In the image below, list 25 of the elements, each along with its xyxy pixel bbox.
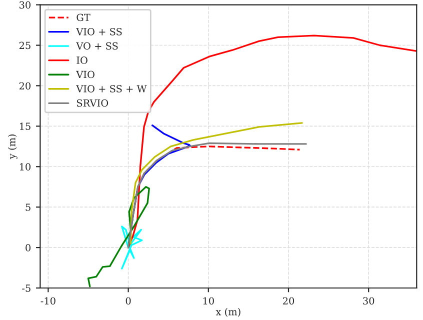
legend-label: VIO + SS bbox=[76, 28, 122, 36]
x-axis-title: x (m) bbox=[216, 308, 240, 317]
legend-label: VO + SS bbox=[76, 42, 118, 50]
legend-label: VIO bbox=[76, 70, 94, 78]
legend-label: IO bbox=[76, 56, 88, 64]
y-tick-label: 10 bbox=[20, 163, 31, 170]
y-tick-label: 15 bbox=[20, 122, 30, 130]
legend-label: VIO + SS + W bbox=[76, 85, 147, 92]
line-series bbox=[87, 186, 150, 288]
legend-label: SRVIO bbox=[76, 99, 108, 107]
y-tick-label: 5 bbox=[26, 204, 30, 211]
y-tick-label: -5 bbox=[22, 284, 30, 292]
y-tick-label: 30 bbox=[20, 1, 31, 9]
x-tick-label: -10 bbox=[40, 297, 56, 305]
line-series bbox=[130, 122, 303, 244]
x-tick-label: 30 bbox=[363, 297, 374, 305]
y-tick-label: 20 bbox=[19, 82, 31, 90]
y-axis-title: y (m) bbox=[8, 134, 18, 160]
y-tick-label: 25 bbox=[19, 42, 30, 50]
line-series bbox=[121, 226, 143, 270]
x-tick-label: 10 bbox=[203, 297, 214, 305]
legend-label: GT bbox=[76, 14, 90, 22]
x-tick-label: 0 bbox=[126, 297, 131, 305]
y-tick-label: 0 bbox=[26, 244, 31, 252]
x-tick-label: 20 bbox=[282, 297, 294, 305]
